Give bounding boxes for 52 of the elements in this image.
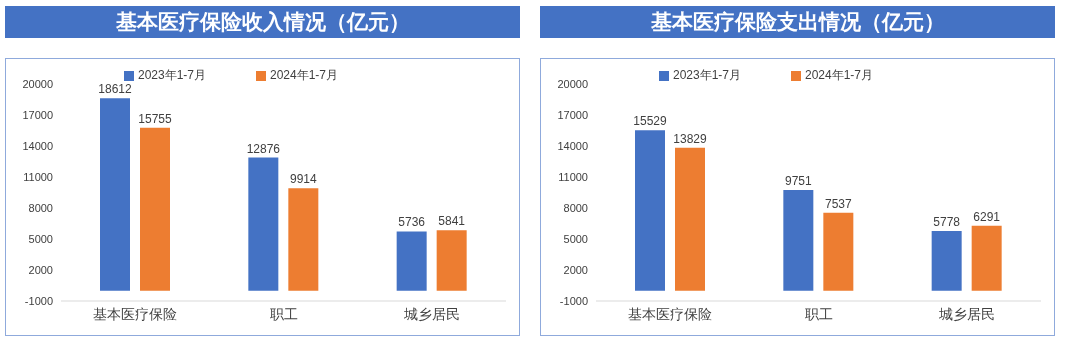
y-tick-label: 2000 — [28, 263, 53, 276]
y-tick-label: -1000 — [24, 294, 53, 307]
x-tick-label: 城乡居民 — [937, 305, 995, 322]
chart-title: 基本医疗保险支出情况（亿元） — [540, 6, 1055, 38]
bar — [140, 127, 170, 291]
data-label: 15755 — [138, 111, 173, 126]
legend-label: 2023年1-7月 — [137, 68, 206, 82]
bar — [823, 212, 854, 291]
y-tick-label: 8000 — [563, 201, 588, 214]
chart-title: 基本医疗保险收入情况（亿元） — [5, 6, 520, 38]
data-label: 5736 — [398, 215, 426, 230]
y-tick-label: 2000 — [563, 263, 588, 276]
data-label: 5778 — [933, 214, 961, 229]
bar — [675, 147, 705, 291]
data-label: 9751 — [784, 173, 812, 188]
y-tick-label: 14000 — [557, 139, 588, 152]
bar — [931, 230, 962, 291]
data-label: 5841 — [438, 214, 466, 229]
x-tick-label: 城乡居民 — [402, 305, 460, 322]
data-label: 12876 — [246, 141, 281, 156]
bar — [248, 157, 279, 291]
legend-label: 2023年1-7月 — [672, 68, 741, 82]
y-tick-label: 5000 — [563, 232, 588, 245]
x-tick-label: 基本医疗保险 — [93, 305, 178, 322]
bar — [635, 130, 665, 291]
bar — [436, 230, 467, 291]
data-label: 15529 — [633, 114, 668, 129]
bar — [288, 188, 319, 291]
y-tick-label: 17000 — [22, 108, 53, 121]
x-tick-label: 职工 — [269, 305, 298, 322]
y-tick-label: 8000 — [28, 201, 53, 214]
y-tick-label: 11000 — [23, 170, 53, 183]
y-tick-label: 20000 — [22, 77, 53, 90]
y-tick-label: 11000 — [558, 170, 588, 183]
bar — [100, 98, 130, 291]
y-tick-label: 20000 — [557, 77, 588, 90]
bar — [971, 225, 1002, 291]
data-label: 18612 — [98, 82, 133, 97]
y-tick-label: 17000 — [557, 108, 588, 121]
bar — [783, 189, 814, 291]
data-label: 6291 — [973, 209, 1001, 224]
x-tick-label: 职工 — [804, 305, 833, 322]
legend-label: 2024年1-7月 — [805, 68, 874, 82]
bar — [396, 231, 427, 291]
x-tick-label: 基本医疗保险 — [628, 305, 713, 322]
data-label: 9914 — [289, 172, 317, 187]
y-tick-label: 5000 — [28, 232, 53, 245]
data-label: 7537 — [824, 196, 852, 211]
y-tick-label: 14000 — [22, 139, 53, 152]
data-label: 13829 — [673, 131, 708, 146]
legend-label: 2024年1-7月 — [270, 68, 339, 82]
y-tick-label: -1000 — [559, 294, 588, 307]
